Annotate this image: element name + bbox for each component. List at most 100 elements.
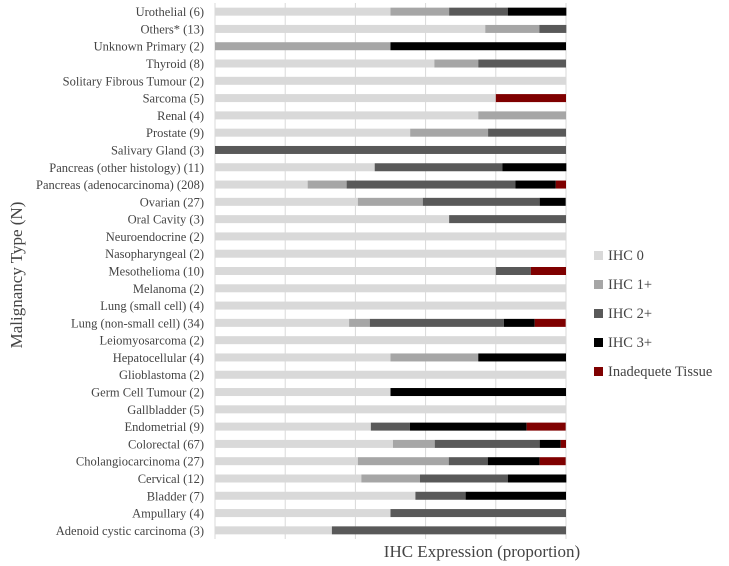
legend-label: Inadequete Tissue — [608, 364, 712, 380]
category-label: Others* (13) — [140, 22, 204, 36]
legend-swatch — [594, 367, 603, 376]
bar-segment — [478, 353, 566, 362]
bar-segment — [539, 197, 566, 206]
category-label: Gallbladder (5) — [127, 403, 204, 417]
bar-segment — [419, 474, 508, 483]
bar-segment — [465, 491, 566, 500]
bar-segment — [215, 439, 393, 448]
category-label: Unknown Primary (2) — [94, 40, 204, 54]
category-label: Ampullary (4) — [132, 507, 204, 521]
category-label: Nasopharyngeal (2) — [105, 247, 204, 261]
legend-swatch — [594, 338, 603, 347]
category-label: Salivary Gland (3) — [111, 143, 204, 157]
bar-segment — [215, 405, 566, 414]
bar-segment — [307, 180, 347, 189]
bar-segment — [502, 163, 567, 172]
bar-segment — [215, 128, 411, 137]
bar-segment — [434, 59, 479, 68]
bar-segment — [507, 474, 567, 483]
bar-segment — [392, 439, 435, 448]
bar-segment — [374, 163, 503, 172]
legend-label: IHC 1+ — [608, 277, 652, 293]
bar-segment — [349, 318, 370, 327]
bar-segment — [215, 457, 358, 466]
bar-segment — [215, 353, 391, 362]
bar-segment — [215, 526, 332, 535]
bar-segment — [415, 491, 466, 500]
bar-segment — [488, 128, 566, 137]
legend: IHC 0 IHC 1+ IHC 2+ IHC 3+ Inadequete Tissue — [594, 248, 712, 380]
category-label: Bladder (7) — [147, 489, 204, 503]
bar-segment — [495, 94, 566, 103]
bar-segment — [539, 457, 566, 466]
y-axis-label: Malignancy Type (N) — [7, 202, 26, 349]
bar-segment — [434, 439, 540, 448]
legend-label: IHC 0 — [608, 248, 644, 264]
category-label: Thyroid (8) — [146, 57, 204, 71]
bar-segment — [487, 457, 540, 466]
bar-segment — [449, 215, 566, 224]
category-label: Urothelial (6) — [136, 5, 204, 19]
category-label: Cholangiocarcinoma (27) — [76, 455, 204, 469]
bar-segment — [357, 457, 449, 466]
category-label: Leiomyosarcoma (2) — [100, 334, 204, 348]
bar-segment — [215, 180, 308, 189]
category-label: Oral Cavity (3) — [128, 213, 204, 227]
bar-segment — [215, 284, 566, 293]
bar-segment — [215, 76, 566, 85]
category-label: Glioblastoma (2) — [119, 368, 204, 382]
bar-segment — [215, 145, 566, 154]
bar-segment — [215, 7, 391, 16]
legend-label: IHC 3+ — [608, 335, 652, 351]
bar-segment — [215, 474, 362, 483]
legend-swatch — [594, 251, 603, 260]
category-label: Pancreas (adenocarcinoma) (208) — [36, 178, 204, 192]
bar-segment — [215, 215, 450, 224]
legend-swatch — [594, 309, 603, 318]
bar-segment — [215, 336, 566, 345]
bar-segment — [215, 301, 566, 310]
bar-segment — [215, 422, 371, 431]
bar-segment — [331, 526, 566, 535]
bar-segment — [215, 197, 358, 206]
bar-segment — [478, 59, 566, 68]
bar-segment — [534, 318, 566, 327]
bar-segment — [215, 249, 566, 258]
bar-segment — [448, 457, 488, 466]
bar-segment — [410, 128, 489, 137]
category-label: Colorectal (67) — [128, 437, 204, 451]
bar-segment — [560, 439, 566, 448]
bar-segment — [215, 42, 391, 51]
bar-segment — [357, 197, 423, 206]
bar-segment — [361, 474, 420, 483]
bar-segment — [215, 111, 479, 120]
category-label: Solitary Fibrous Tumour (2) — [63, 74, 204, 88]
bar-segment — [515, 180, 556, 189]
bar-segment — [370, 422, 410, 431]
legend-swatch — [594, 280, 603, 289]
category-label: Melanoma (2) — [133, 282, 204, 296]
bar-segment — [215, 163, 375, 172]
legend-label: IHC 2+ — [608, 306, 652, 322]
bar-segment — [369, 318, 504, 327]
x-axis-label: IHC Expression (proportion) — [384, 542, 580, 561]
category-label: Lung (non-small cell) (34) — [71, 316, 204, 330]
bar-segment — [215, 370, 566, 379]
category-label: Adenoid cystic carcinoma (3) — [56, 524, 204, 538]
category-label: Endometrial (9) — [125, 420, 205, 434]
bar-segment — [215, 509, 391, 518]
category-labels: Urothelial (6) Others* (13) Unknown Primar… — [36, 5, 204, 538]
bar-stacks — [215, 7, 567, 535]
bar-segment — [390, 388, 566, 397]
category-label: Mesothelioma (10) — [109, 265, 204, 279]
bar-segment — [478, 111, 566, 120]
bar-segment — [503, 318, 535, 327]
bar-segment — [215, 94, 496, 103]
category-label: Pancreas (other histology) (11) — [49, 161, 204, 175]
bar-segment — [390, 42, 566, 51]
bar-segment — [539, 24, 567, 33]
bar-segment — [507, 7, 567, 16]
bar-segment — [539, 439, 561, 448]
category-label: Hepatocellular (4) — [113, 351, 204, 365]
category-label: Germ Cell Tumour (2) — [91, 386, 204, 400]
